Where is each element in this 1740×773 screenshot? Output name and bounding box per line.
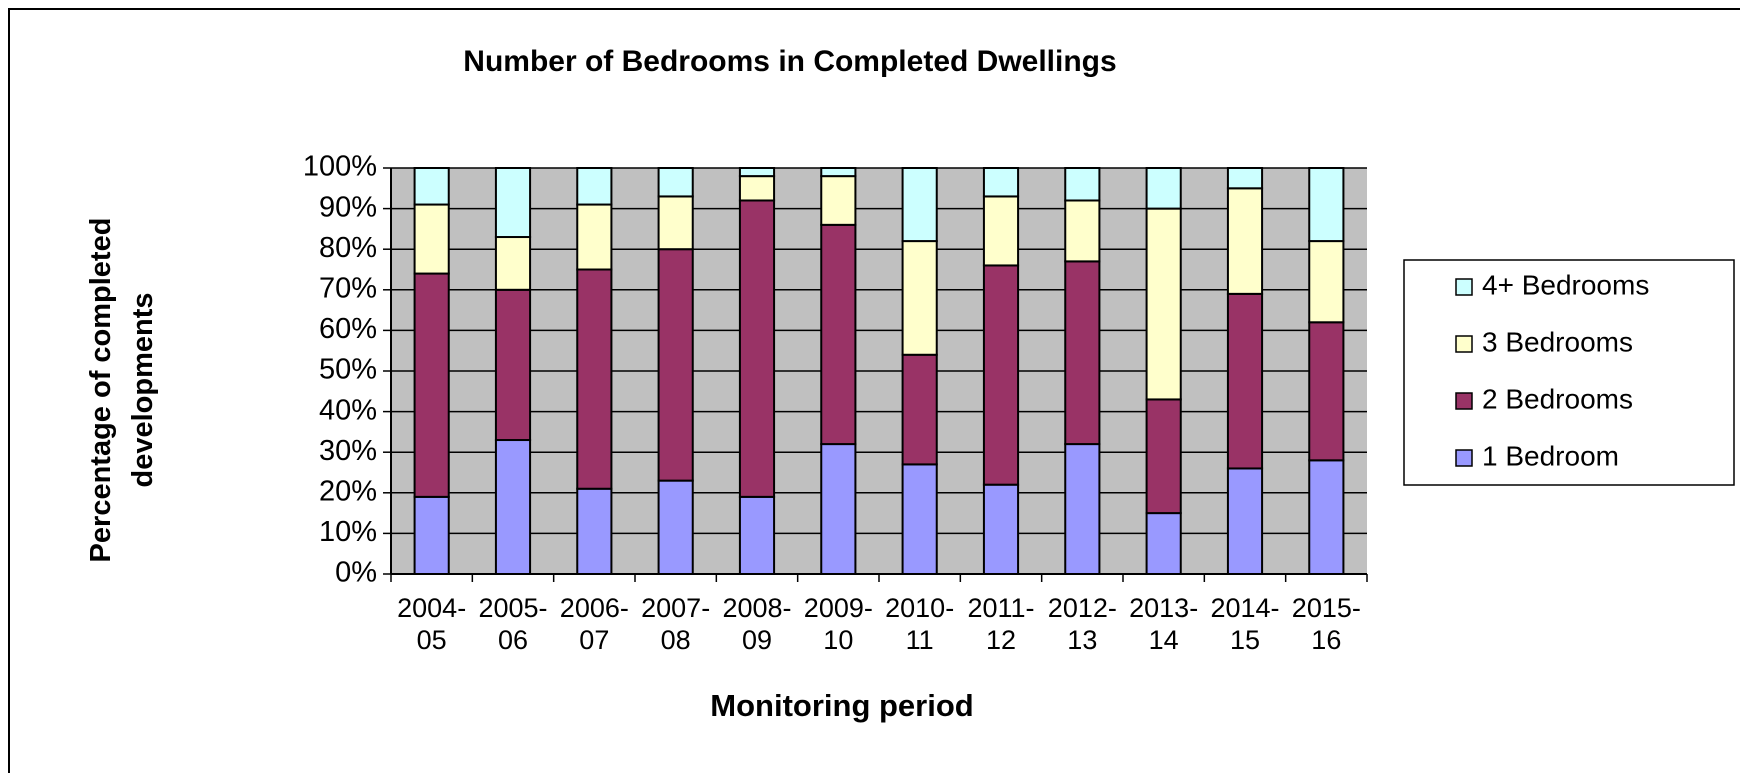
bar-segment bbox=[494, 236, 532, 291]
bar-segment bbox=[901, 167, 938, 243]
bar-segment bbox=[1064, 167, 1101, 202]
bar-segment bbox=[1145, 167, 1182, 210]
chart-title: Number of Bedrooms in Completed Dwelling… bbox=[463, 45, 1116, 78]
bar-segment bbox=[982, 167, 1020, 198]
bar-segment bbox=[738, 167, 776, 178]
bar-segment bbox=[901, 463, 938, 576]
bar-segment bbox=[1226, 467, 1264, 575]
x-tick-label: 2011-12 bbox=[967, 593, 1035, 655]
bar-segment bbox=[901, 353, 938, 466]
bar-segment bbox=[494, 167, 532, 239]
bar-segment bbox=[576, 203, 613, 271]
legend-swatch bbox=[1455, 278, 1473, 296]
bar-segment bbox=[413, 495, 450, 575]
bar-segment bbox=[413, 272, 450, 498]
bar-segment bbox=[1226, 292, 1264, 470]
bar-segment bbox=[901, 240, 938, 356]
bar-segment bbox=[657, 479, 694, 575]
bar-segment bbox=[1064, 199, 1101, 263]
bar-segment bbox=[738, 495, 776, 575]
y-tick-label: 30% bbox=[319, 435, 377, 467]
bar-segment bbox=[413, 203, 450, 275]
bar-segment bbox=[1145, 207, 1182, 401]
x-tick-label: 2005-06 bbox=[478, 593, 548, 655]
bar-segment bbox=[657, 195, 694, 251]
y-axis-label: Percentage of completed developments bbox=[85, 217, 159, 563]
bar-segment bbox=[820, 223, 857, 446]
x-tick-label: 2014-15 bbox=[1210, 593, 1280, 655]
bar-segment bbox=[657, 167, 694, 198]
x-tick-label: 2007-08 bbox=[641, 593, 711, 655]
bar-segment bbox=[1226, 167, 1264, 190]
bar-segment bbox=[576, 167, 613, 206]
bar-segment bbox=[1308, 240, 1345, 324]
bar-segment bbox=[1308, 459, 1345, 576]
y-tick-label: 40% bbox=[319, 394, 377, 426]
bar-segment bbox=[494, 288, 532, 442]
y-tick-label: 80% bbox=[319, 232, 377, 264]
bar-segment bbox=[982, 264, 1020, 486]
legend-label: 2 Bedrooms bbox=[1482, 383, 1633, 414]
legend-swatch bbox=[1455, 449, 1473, 467]
bar-segment bbox=[1308, 321, 1345, 462]
y-tick-label: 90% bbox=[319, 191, 377, 223]
bar-segment bbox=[1145, 512, 1182, 575]
legend-swatch bbox=[1455, 392, 1473, 410]
frame bbox=[8, 8, 1740, 773]
x-tick-label: 2004-05 bbox=[397, 593, 467, 655]
bar-segment bbox=[1064, 260, 1101, 446]
bar-segment bbox=[1145, 398, 1182, 515]
bar-segment bbox=[576, 268, 613, 490]
bar-segment bbox=[1064, 443, 1101, 575]
y-tick-label: 20% bbox=[319, 475, 377, 507]
x-axis-label: Monitoring period bbox=[710, 688, 973, 723]
bar-segment bbox=[1308, 167, 1345, 243]
y-tick-label: 10% bbox=[319, 516, 377, 548]
legend-swatch bbox=[1455, 335, 1473, 353]
legend-label: 4+ Bedrooms bbox=[1482, 269, 1649, 300]
bar-segment bbox=[820, 167, 857, 178]
y-tick-label: 50% bbox=[319, 354, 377, 386]
x-tick-label: 2012-13 bbox=[1047, 593, 1117, 655]
legend-box bbox=[1403, 259, 1735, 486]
x-tick-label: 2013-14 bbox=[1129, 593, 1199, 655]
x-tick-label: 2009-10 bbox=[803, 593, 873, 655]
bar-segment bbox=[982, 483, 1020, 575]
bar-segment bbox=[820, 175, 857, 226]
y-tick-label: 70% bbox=[319, 272, 377, 304]
bar-segment bbox=[1226, 187, 1264, 295]
y-tick-label: 100% bbox=[303, 151, 377, 183]
legend-label: 3 Bedrooms bbox=[1482, 326, 1633, 357]
bar-segment bbox=[576, 487, 613, 575]
bar-segment bbox=[413, 167, 450, 206]
bar-segment bbox=[657, 248, 694, 482]
bar-segment bbox=[494, 439, 532, 575]
bar-segment bbox=[738, 175, 776, 202]
bar-segment bbox=[820, 443, 857, 575]
legend-label: 1 Bedroom bbox=[1482, 440, 1619, 471]
bar-segment bbox=[738, 199, 776, 498]
bar-segment bbox=[982, 195, 1020, 267]
y-tick-label: 0% bbox=[335, 557, 377, 589]
x-tick-label: 2010-11 bbox=[885, 593, 955, 655]
x-tick-label: 2008-09 bbox=[722, 593, 792, 655]
y-tick-label: 60% bbox=[319, 313, 377, 345]
x-tick-label: 2006-07 bbox=[559, 593, 629, 655]
x-tick-label: 2015-16 bbox=[1291, 593, 1361, 655]
